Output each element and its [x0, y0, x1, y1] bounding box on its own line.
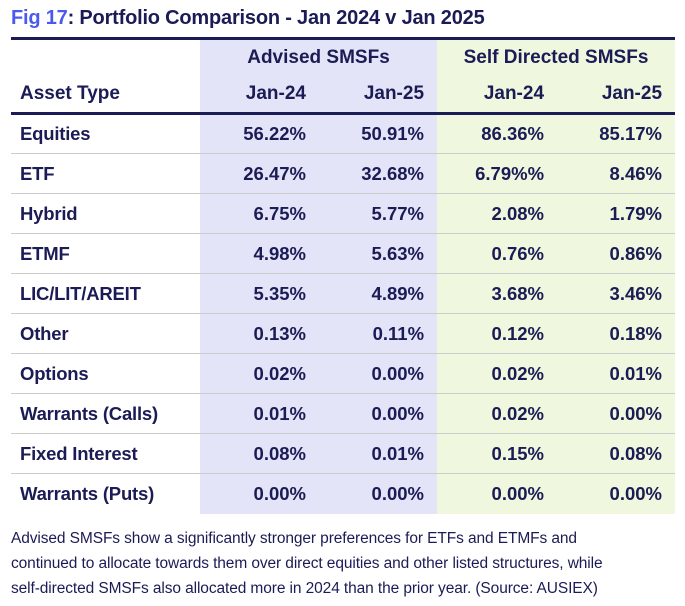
value-cell: 0.76% [437, 233, 558, 274]
value-cell: 0.08% [200, 433, 319, 474]
figure-caption: Fig 17: Portfolio Comparison - Jan 2024 … [10, 7, 675, 30]
table-header: Advised SMSFs Self Directed SMSFs Asset … [11, 37, 676, 115]
value-cell: 0.00% [437, 473, 558, 514]
value-cell: 0.08% [557, 433, 676, 474]
column-header-self-jan25: Jan-25 [557, 76, 676, 115]
value-cell: 85.17% [557, 113, 676, 154]
value-cell: 0.12% [437, 313, 558, 354]
value-cell: 8.46% [557, 153, 676, 194]
group-header-self-directed: Self Directed SMSFs [437, 37, 676, 77]
value-cell: 50.91% [319, 113, 438, 154]
table-row: ETMF 4.98% 5.63% 0.76% 0.86% [11, 233, 676, 274]
value-cell: 6.79%% [437, 153, 558, 194]
asset-type-cell: Fixed Interest [11, 433, 200, 474]
asset-type-cell: ETF [11, 153, 200, 194]
group-header-row: Advised SMSFs Self Directed SMSFs [11, 37, 676, 77]
column-header-advised-jan25: Jan-25 [319, 76, 438, 115]
table-row: Other 0.13% 0.11% 0.12% 0.18% [11, 313, 676, 354]
column-header-advised-jan24: Jan-24 [200, 76, 319, 115]
asset-type-cell: Hybrid [11, 193, 200, 234]
value-cell: 0.00% [319, 473, 438, 514]
value-cell: 0.02% [200, 353, 319, 394]
value-cell: 5.63% [319, 233, 438, 274]
value-cell: 26.47% [200, 153, 319, 194]
table-row: Fixed Interest 0.08% 0.01% 0.15% 0.08% [11, 433, 676, 474]
value-cell: 2.08% [437, 193, 558, 234]
value-cell: 0.01% [200, 393, 319, 434]
value-cell: 0.02% [437, 353, 558, 394]
value-cell: 32.68% [319, 153, 438, 194]
table-row: Hybrid 6.75% 5.77% 2.08% 1.79% [11, 193, 676, 234]
value-cell: 4.89% [319, 273, 438, 314]
table-row: Equities 56.22% 50.91% 86.36% 85.17% [11, 113, 676, 154]
value-cell: 0.00% [319, 353, 438, 394]
column-header-self-jan24: Jan-24 [437, 76, 558, 115]
value-cell: 5.77% [319, 193, 438, 234]
figure-number: Fig 17 [11, 7, 68, 29]
column-header-asset-type: Asset Type [11, 76, 200, 115]
value-cell: 0.15% [437, 433, 558, 474]
value-cell: 0.11% [319, 313, 438, 354]
value-cell: 0.18% [557, 313, 676, 354]
asset-type-cell: Warrants (Calls) [11, 393, 200, 434]
value-cell: 1.79% [557, 193, 676, 234]
table-row: Warrants (Puts) 0.00% 0.00% 0.00% 0.00% [11, 473, 676, 514]
value-cell: 6.75% [200, 193, 319, 234]
value-cell: 0.00% [557, 393, 676, 434]
source-note-line: self-directed SMSFs also allocated more … [11, 579, 598, 597]
value-cell: 3.68% [437, 273, 558, 314]
value-cell: 0.00% [319, 393, 438, 434]
value-cell: 3.46% [557, 273, 676, 314]
value-cell: 5.35% [200, 273, 319, 314]
table-row: LIC/LIT/AREIT 5.35% 4.89% 3.68% 3.46% [11, 273, 676, 314]
value-cell: 0.01% [319, 433, 438, 474]
value-cell: 0.86% [557, 233, 676, 274]
source-note: Advised SMSFs show a significantly stron… [10, 526, 675, 601]
figure-title: : Portfolio Comparison - Jan 2024 v Jan … [67, 7, 485, 29]
value-cell: 0.00% [200, 473, 319, 514]
value-cell: 4.98% [200, 233, 319, 274]
table-body: Equities 56.22% 50.91% 86.36% 85.17% ETF 26.47… [11, 113, 676, 514]
asset-type-cell: Equities [11, 113, 200, 154]
group-header-spacer [11, 37, 200, 77]
group-header-advised: Advised SMSFs [200, 37, 438, 77]
value-cell: 0.02% [437, 393, 558, 434]
source-note-line: Advised SMSFs show a significantly stron… [11, 529, 577, 547]
table-row: ETF 26.47% 32.68% 6.79%% 8.46% [11, 153, 676, 194]
table-row: Warrants (Calls) 0.01% 0.00% 0.02% 0.00% [11, 393, 676, 434]
column-header-row: Asset Type Jan-24 Jan-25 Jan-24 Jan-25 [11, 76, 676, 115]
value-cell: 0.00% [557, 473, 676, 514]
value-cell: 0.13% [200, 313, 319, 354]
value-cell: 56.22% [200, 113, 319, 154]
value-cell: 0.01% [557, 353, 676, 394]
asset-type-cell: Other [11, 313, 200, 354]
source-note-line: continued to allocate towards them over … [11, 554, 603, 572]
asset-type-cell: Warrants (Puts) [11, 473, 200, 514]
portfolio-comparison-table: Advised SMSFs Self Directed SMSFs Asset … [11, 37, 676, 514]
asset-type-cell: Options [11, 353, 200, 394]
asset-type-cell: ETMF [11, 233, 200, 274]
value-cell: 86.36% [437, 113, 558, 154]
table-row: Options 0.02% 0.00% 0.02% 0.01% [11, 353, 676, 394]
asset-type-cell: LIC/LIT/AREIT [11, 273, 200, 314]
